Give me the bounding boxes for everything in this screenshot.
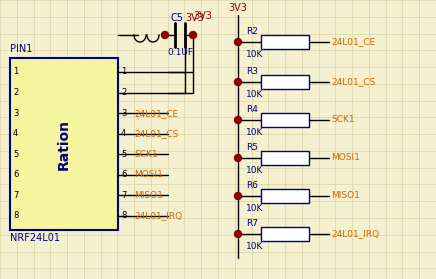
Text: 7: 7 (13, 191, 18, 200)
Bar (261, 75, 309, 89)
Text: MISO1: MISO1 (134, 191, 163, 200)
Text: 2: 2 (13, 88, 18, 97)
Circle shape (235, 193, 242, 199)
Text: 1: 1 (13, 68, 18, 76)
Text: 1: 1 (121, 68, 126, 76)
Circle shape (235, 78, 242, 85)
Circle shape (190, 32, 197, 39)
Bar (261, 35, 309, 49)
Text: SCK1: SCK1 (134, 150, 158, 159)
Text: SCK1: SCK1 (331, 116, 354, 124)
Text: MOSI1: MOSI1 (331, 153, 360, 162)
Text: R7: R7 (246, 219, 258, 228)
Text: R4: R4 (246, 105, 258, 114)
Text: 24L01_CS: 24L01_CS (331, 78, 375, 86)
Text: 7: 7 (121, 191, 126, 200)
Bar (261, 189, 309, 203)
Bar (10, 58, 118, 230)
Circle shape (235, 39, 242, 45)
Text: 5: 5 (121, 150, 126, 159)
Text: 24L01_IRQ: 24L01_IRQ (134, 211, 182, 220)
Text: 3V3: 3V3 (193, 11, 212, 21)
Circle shape (161, 32, 168, 39)
Text: 4: 4 (13, 129, 18, 138)
Bar (261, 227, 309, 241)
Bar (261, 151, 309, 165)
Text: 3: 3 (121, 109, 126, 118)
Text: Ration: Ration (57, 119, 71, 170)
Text: 10K: 10K (246, 90, 263, 99)
Text: 24L01_CS: 24L01_CS (134, 129, 178, 138)
Text: 8: 8 (13, 211, 18, 220)
Circle shape (235, 117, 242, 124)
Circle shape (235, 155, 242, 162)
Text: 24L01_CE: 24L01_CE (134, 109, 178, 118)
Bar (261, 113, 309, 127)
Text: R5: R5 (246, 143, 258, 152)
Text: 6: 6 (121, 170, 126, 179)
Circle shape (235, 230, 242, 237)
Text: R3: R3 (246, 67, 258, 76)
Text: 8: 8 (121, 211, 126, 220)
Text: 6: 6 (13, 170, 18, 179)
Text: 24L01_IRQ: 24L01_IRQ (331, 230, 379, 239)
Text: 10K: 10K (246, 50, 263, 59)
Text: C5: C5 (170, 13, 183, 23)
Text: 4: 4 (121, 129, 126, 138)
Text: NRF24L01: NRF24L01 (10, 233, 60, 243)
Text: 2: 2 (121, 88, 126, 97)
Text: 10K: 10K (246, 166, 263, 175)
Text: 5: 5 (13, 150, 18, 159)
Text: MOSI1: MOSI1 (134, 170, 163, 179)
Text: 3V3: 3V3 (185, 13, 204, 23)
Text: MISO1: MISO1 (331, 191, 360, 201)
Text: 3V3: 3V3 (228, 3, 248, 13)
Text: 10K: 10K (246, 204, 263, 213)
Text: 24L01_CE: 24L01_CE (331, 37, 375, 47)
Text: PIN1: PIN1 (10, 44, 32, 54)
Text: 10K: 10K (246, 242, 263, 251)
Text: 10K: 10K (246, 128, 263, 137)
Text: 3: 3 (13, 109, 18, 118)
Text: R6: R6 (246, 181, 258, 190)
Text: 0.1UF: 0.1UF (167, 48, 193, 57)
Text: R2: R2 (246, 27, 258, 36)
